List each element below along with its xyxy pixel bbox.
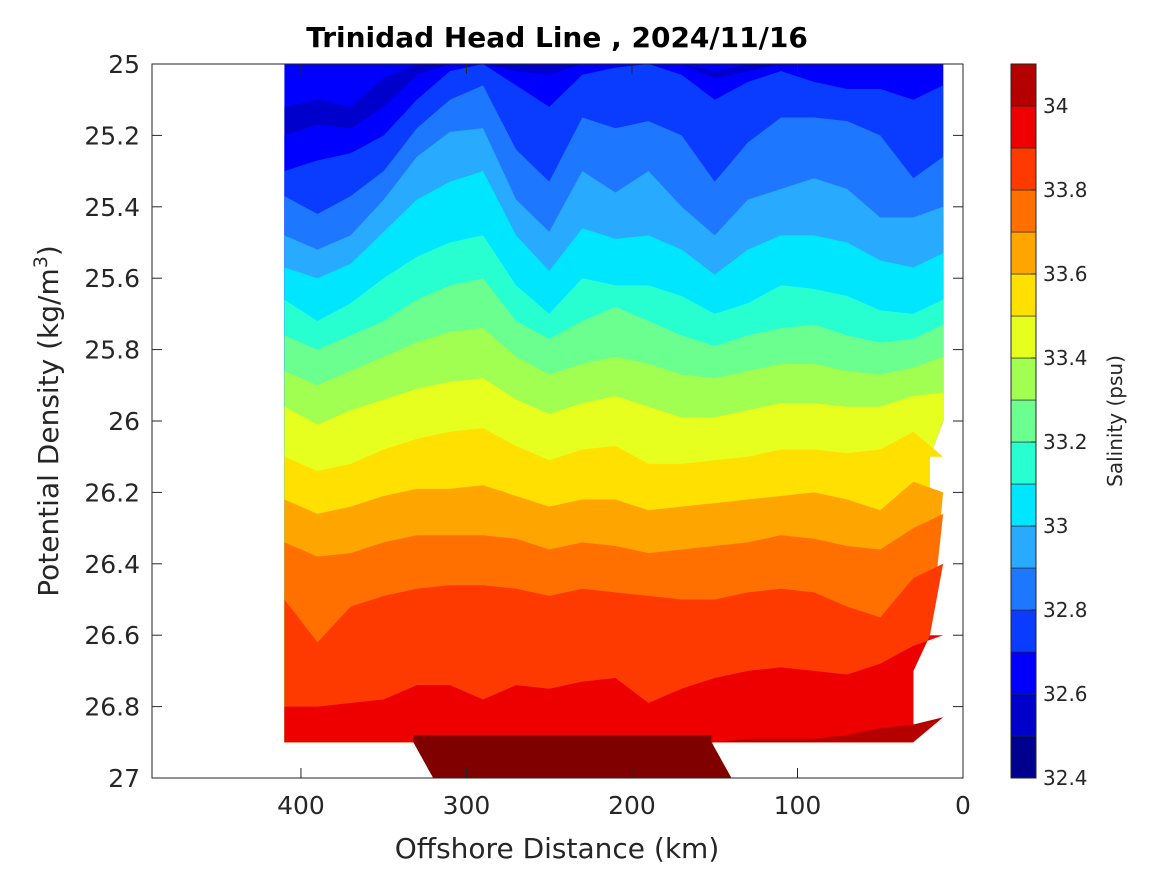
y-tick-label: 26.6 [84, 621, 140, 650]
colorbar-segment [1010, 483, 1037, 527]
y-axis-label-main: Potential Density (kg/m [32, 268, 65, 597]
y-axis-ticks: 25 25.2 25.4 25.6 25.8 26 26.2 26.4 26.6 26.8 27 [84, 50, 963, 793]
colorbar-segment [1010, 525, 1037, 569]
colorbar-segment [1010, 105, 1037, 149]
y-axis-label-end: ) [32, 245, 65, 256]
colorbar-segment [1010, 567, 1037, 611]
y-tick-label: 25.2 [84, 121, 140, 150]
colorbar-tick-label: 33.2 [1043, 430, 1088, 454]
y-tick-label: 26 [108, 407, 140, 436]
colorbar-segment [1010, 273, 1037, 317]
x-tick-label: 300 [443, 791, 491, 820]
colorbar [1010, 63, 1037, 779]
colorbar-ticks: 32.4 32.6 32.8 33 33.2 33.4 33.6 33.8 34 [1031, 94, 1088, 790]
colorbar-frame [1010, 63, 1037, 779]
y-axis-label-superscript: 3 [30, 256, 52, 268]
y-tick-label: 26.4 [84, 550, 140, 579]
colorbar-segment [1010, 231, 1037, 275]
colorbar-segment [1010, 693, 1037, 737]
colorbar-segment [1010, 357, 1037, 401]
x-axis-label: Offshore Distance (km) [395, 832, 720, 865]
colorbar-tick-label: 32.8 [1043, 598, 1088, 622]
x-tick-label: 400 [277, 791, 325, 820]
contour-bands [284, 64, 944, 778]
chart-title: Trinidad Head Line , 2024/11/16 [306, 21, 808, 54]
x-tick-label: 200 [608, 791, 656, 820]
y-tick-label: 25.4 [84, 193, 140, 222]
colorbar-tick-label: 33.4 [1043, 346, 1088, 370]
colorbar-segment [1010, 651, 1037, 695]
colorbar-tick-label: 32.4 [1043, 766, 1088, 790]
x-tick-label: 100 [774, 791, 822, 820]
y-tick-label: 25.8 [84, 336, 140, 365]
colorbar-tick-label: 33.8 [1043, 178, 1088, 202]
y-tick-label: 26.2 [84, 478, 140, 507]
y-tick-label: 25 [108, 50, 140, 79]
y-tick-label: 27 [108, 764, 140, 793]
y-axis-label: Potential Density (kg/m3) [30, 245, 65, 597]
colorbar-segment [1010, 147, 1037, 191]
colorbar-tick-label: 33.6 [1043, 262, 1088, 286]
contour-band-deepest [413, 735, 732, 778]
colorbar-segment [1010, 609, 1037, 653]
colorbar-segment [1010, 63, 1037, 107]
colorbar-segment [1010, 399, 1037, 443]
colorbar-segment [1010, 735, 1037, 779]
colorbar-segment [1010, 441, 1037, 485]
y-tick-label: 26.8 [84, 693, 140, 722]
colorbar-tick-label: 33 [1043, 514, 1068, 538]
colorbar-tick-label: 32.6 [1043, 682, 1088, 706]
y-tick-label: 25.6 [84, 264, 140, 293]
x-tick-label: 0 [955, 791, 971, 820]
colorbar-tick-label: 34 [1043, 94, 1068, 118]
colorbar-segment [1010, 189, 1037, 233]
colorbar-segment [1010, 315, 1037, 359]
colorbar-label: Salinity (psu) [1103, 355, 1127, 487]
x-axis-ticks: 400 300 200 100 0 [277, 64, 971, 820]
